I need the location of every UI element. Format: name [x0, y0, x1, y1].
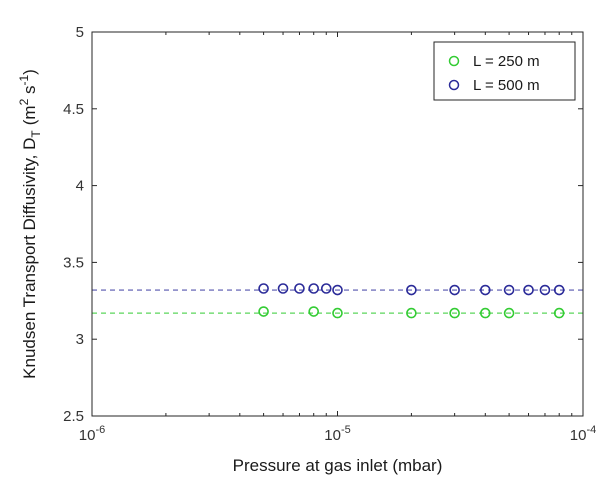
legend-marker-l500 [448, 79, 460, 91]
legend-marker-l250 [448, 55, 460, 67]
data-point-series-0 [406, 307, 417, 319]
x-tick-label: 10-6 [79, 424, 105, 444]
data-point-series-1 [480, 284, 491, 296]
data-point-series-0 [258, 306, 269, 317]
x-tick-label: 10-5 [324, 424, 350, 444]
data-point-series-0 [308, 306, 320, 317]
y-tick-label: 3 [76, 331, 84, 348]
legend-label-l250: L = 250 m [473, 53, 540, 70]
data-point-series-1 [449, 284, 460, 296]
x-tick-label: 10-4 [570, 424, 596, 444]
y-tick-label: 3.5 [63, 254, 84, 271]
data-point-series-0 [553, 307, 565, 319]
data-point-series-0 [449, 307, 460, 319]
data-point-series-0 [503, 307, 515, 319]
data-point-series-1 [308, 283, 320, 294]
data-point-series-1 [294, 283, 305, 294]
y-axis-label: Knudsen Transport Diffusivity, DT(m2 s-1… [17, 69, 43, 379]
data-point-series-1 [406, 284, 417, 296]
data-point-series-0 [480, 307, 491, 319]
data-point-series-1 [320, 283, 332, 294]
data-point-series-1 [553, 284, 565, 296]
x-axis-label: Pressure at gas inlet (mbar) [233, 456, 443, 475]
data-point-series-1 [258, 283, 269, 294]
y-tick-label: 4 [76, 178, 84, 195]
data-point-series-1 [332, 284, 343, 296]
y-tick-label: 5 [76, 24, 84, 41]
data-points [258, 283, 565, 319]
y-tick-label: 2.5 [63, 408, 84, 425]
data-point-series-1 [503, 284, 515, 296]
tick-labels: 2.5 3 3.5 4 4.5 5 10-6 10-5 10-4 [63, 24, 596, 444]
plot-frame [91, 31, 584, 417]
legend-box [433, 41, 576, 101]
data-point-series-0 [332, 307, 343, 319]
data-point-series-1 [523, 284, 534, 296]
legend: L = 250 m L = 500 m [433, 41, 576, 101]
fit-lines [92, 289, 583, 314]
data-point-series-1 [539, 284, 551, 296]
data-point-series-1 [277, 283, 289, 294]
legend-label-l500: L = 500 m [473, 77, 540, 94]
y-tick-label: 4.5 [63, 101, 84, 118]
